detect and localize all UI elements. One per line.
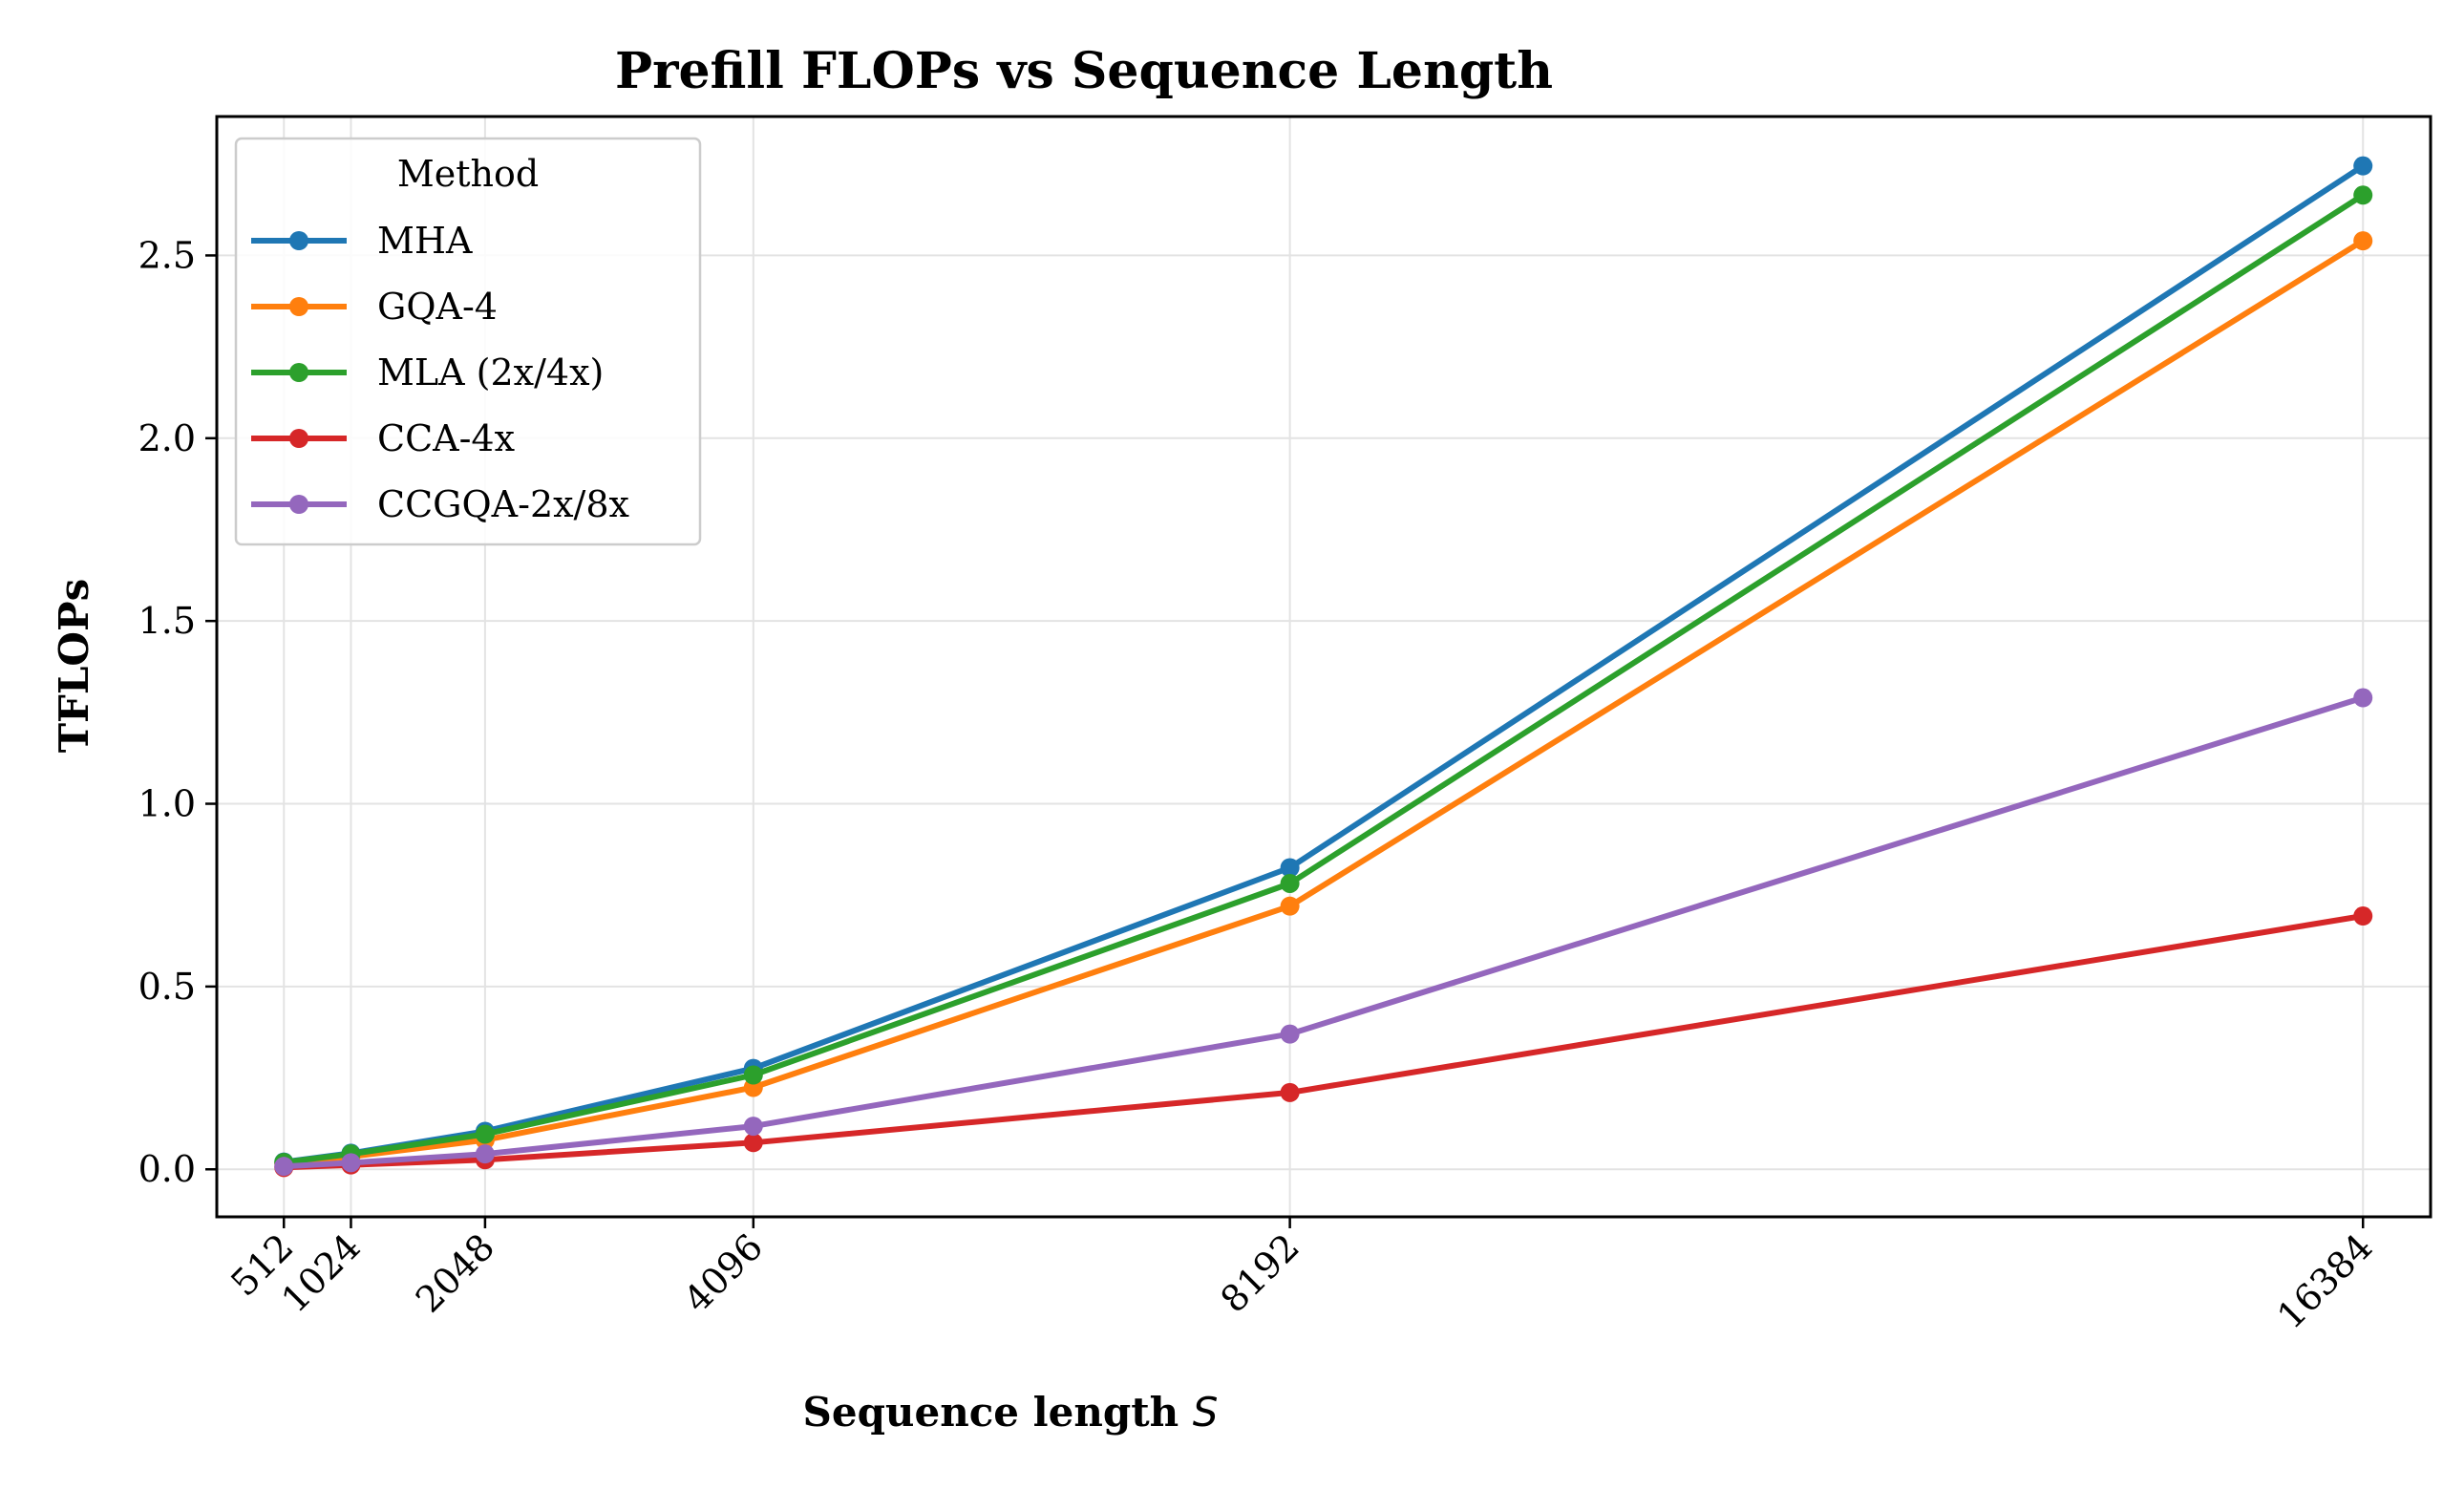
- data-point: [2353, 231, 2373, 251]
- plot-frame: [215, 115, 2432, 1219]
- legend-marker: [289, 429, 308, 448]
- legend-label: MLA (2x/4x): [377, 351, 604, 394]
- data-point: [743, 1065, 763, 1085]
- y-tick-label: 0.0: [138, 1148, 196, 1190]
- legend-box: [234, 137, 702, 546]
- series-line: [281, 192, 2367, 1165]
- data-point: [743, 1133, 763, 1153]
- data-point: [1280, 873, 1300, 893]
- x-axis-label: Sequence length S: [803, 1389, 1219, 1436]
- data-point: [2353, 156, 2373, 176]
- series-line: [281, 694, 2367, 1170]
- legend-marker: [289, 363, 308, 382]
- y-tick-label: 2.0: [138, 417, 196, 459]
- x-tick-label: 2048: [408, 1225, 503, 1321]
- data-point: [1280, 1082, 1300, 1102]
- legend-title: Method: [397, 153, 539, 195]
- data-point: [2353, 906, 2373, 926]
- data-point: [2353, 185, 2373, 205]
- data-point: [743, 1117, 763, 1137]
- x-tick-label: 16384: [2269, 1225, 2381, 1337]
- y-axis-label: TFLOPs: [51, 579, 97, 753]
- legend-marker: [289, 495, 308, 514]
- series-layer: [274, 156, 2373, 1178]
- data-point: [475, 1144, 495, 1164]
- data-point: [341, 1153, 361, 1173]
- data-point: [274, 1157, 294, 1177]
- data-point: [2353, 688, 2373, 708]
- x-tick-label: 4096: [676, 1225, 772, 1321]
- legend-label: GQA-4: [377, 286, 498, 328]
- y-tick-label: 1.0: [138, 783, 196, 825]
- legend-marker: [289, 297, 308, 316]
- legend-marker: [289, 231, 308, 250]
- legend-label: CCGQA-2x/8x: [377, 483, 629, 525]
- y-tick-label: 1.5: [138, 600, 196, 642]
- y-tick-label: 2.5: [138, 234, 196, 276]
- legend-label: MHA: [377, 220, 473, 262]
- data-point: [1280, 896, 1300, 916]
- x-tick-label: 8192: [1212, 1225, 1307, 1321]
- data-point: [1280, 1024, 1300, 1044]
- data-point: [475, 1124, 495, 1144]
- x-axis-label-text: Sequence length: [803, 1389, 1179, 1436]
- x-tick-label: 1024: [273, 1225, 369, 1321]
- series-line: [281, 913, 2367, 1171]
- legend-label: CCA-4x: [377, 417, 515, 459]
- y-tick-label: 0.5: [138, 966, 196, 1008]
- data-point: [1280, 858, 1300, 878]
- legend: Method MHA GQA-4 MLA (2x/4x) CCA-4x CCGQA-2x…: [234, 137, 702, 546]
- x-axis-label-variable: S: [1193, 1389, 1219, 1436]
- chart-title: Prefill FLOPs vs Sequence Length: [615, 42, 1553, 100]
